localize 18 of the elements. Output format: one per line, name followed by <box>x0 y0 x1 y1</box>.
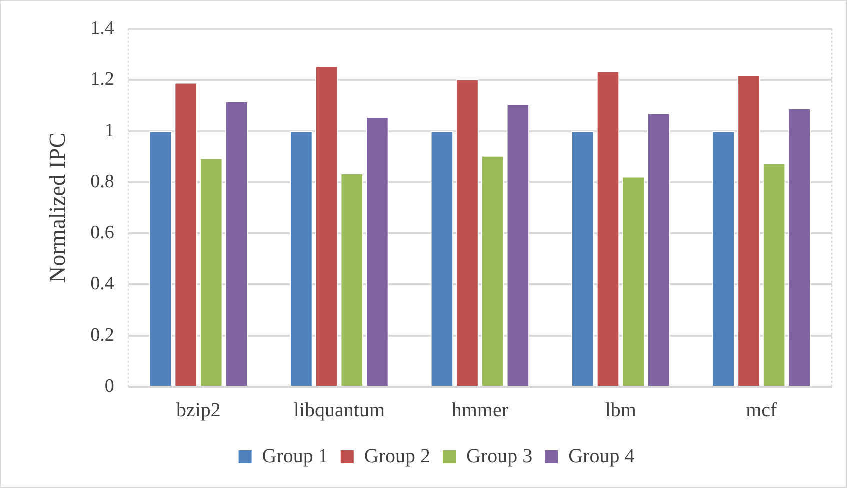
y-tick-label: 0.2 <box>90 324 114 346</box>
y-tick-label: 1.4 <box>90 18 115 39</box>
legend-label: Group 3 <box>466 445 533 468</box>
x-tick-label: hmmer <box>452 399 509 422</box>
x-tick-label: bzip2 <box>176 399 221 422</box>
y-tick-label: 0 <box>104 376 114 397</box>
y-axis-title: Normalized IPC <box>44 132 70 284</box>
y-tick-label: 1 <box>104 120 114 142</box>
legend-label: Group 2 <box>364 445 431 468</box>
y-tick-label: 0.8 <box>90 171 114 192</box>
x-tick-label: mcf <box>746 399 778 422</box>
legend-label: Group 1 <box>262 445 328 468</box>
y-tick-label: 1.2 <box>90 69 114 90</box>
y-tick-label: 0.4 <box>90 274 115 295</box>
x-tick-label: lbm <box>605 399 637 422</box>
legend-label: Group 4 <box>568 445 635 468</box>
y-tick-label: 0.6 <box>90 222 114 244</box>
x-tick-label: libquantum <box>294 399 386 422</box>
